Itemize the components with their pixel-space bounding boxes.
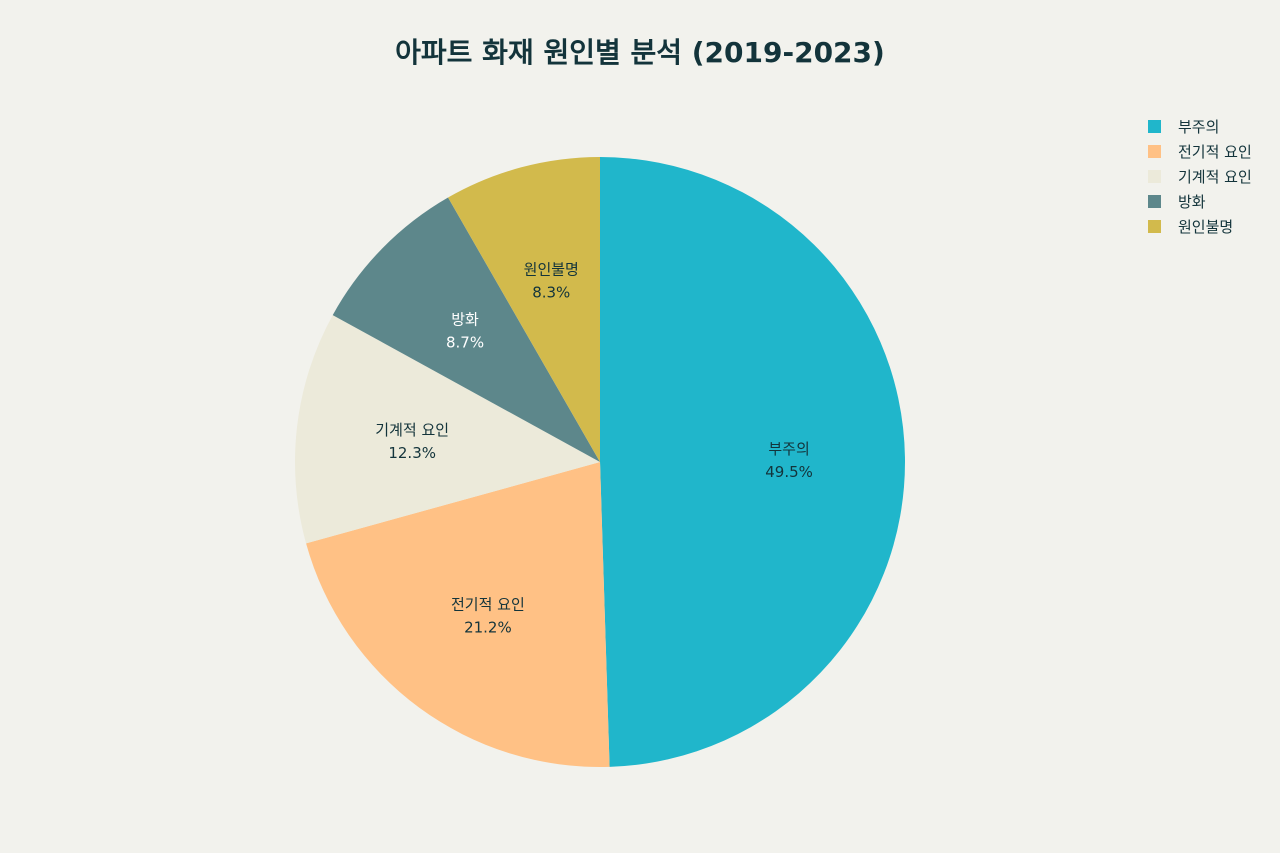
pie-slice-2[interactable] — [295, 315, 600, 544]
legend-item-1[interactable]: 전기적 요인 — [1148, 139, 1252, 164]
slice-value-label-3: 8.7% — [446, 334, 484, 352]
chart-title: 아파트 화재 원인별 분석 (2019-2023) — [395, 36, 885, 69]
slice-category-label-4: 원인불명 — [524, 260, 579, 278]
legend-item-3[interactable]: 방화 — [1148, 189, 1252, 214]
legend-swatch — [1148, 145, 1161, 158]
pie-slice-1[interactable] — [306, 462, 610, 767]
legend-label: 원인불명 — [1178, 218, 1234, 236]
legend-swatch — [1148, 170, 1161, 183]
legend-label: 전기적 요인 — [1178, 143, 1252, 161]
slice-category-label-0: 부주의 — [768, 440, 809, 458]
pie-slice-0[interactable] — [600, 157, 905, 767]
slice-category-label-3: 방화 — [451, 311, 479, 329]
slice-value-label-4: 8.3% — [532, 283, 570, 301]
legend-item-0[interactable]: 부주의 — [1148, 114, 1252, 139]
slice-category-label-1: 전기적 요인 — [451, 595, 525, 613]
legend-swatch — [1148, 195, 1161, 208]
slice-value-label-0: 49.5% — [765, 463, 813, 481]
legend-label: 부주의 — [1178, 118, 1220, 136]
slice-value-label-1: 21.2% — [464, 618, 512, 636]
legend-label: 기계적 요인 — [1178, 168, 1252, 186]
legend-item-4[interactable]: 원인불명 — [1148, 214, 1252, 239]
pie-slice-3[interactable] — [332, 197, 600, 462]
legend-label: 방화 — [1178, 193, 1206, 211]
pie-slice-4[interactable] — [448, 157, 600, 462]
legend-item-2[interactable]: 기계적 요인 — [1148, 164, 1252, 189]
slice-category-label-2: 기계적 요인 — [375, 421, 449, 439]
legend-swatch — [1148, 120, 1161, 133]
legend-swatch — [1148, 220, 1161, 233]
slice-value-label-2: 12.3% — [388, 444, 436, 462]
